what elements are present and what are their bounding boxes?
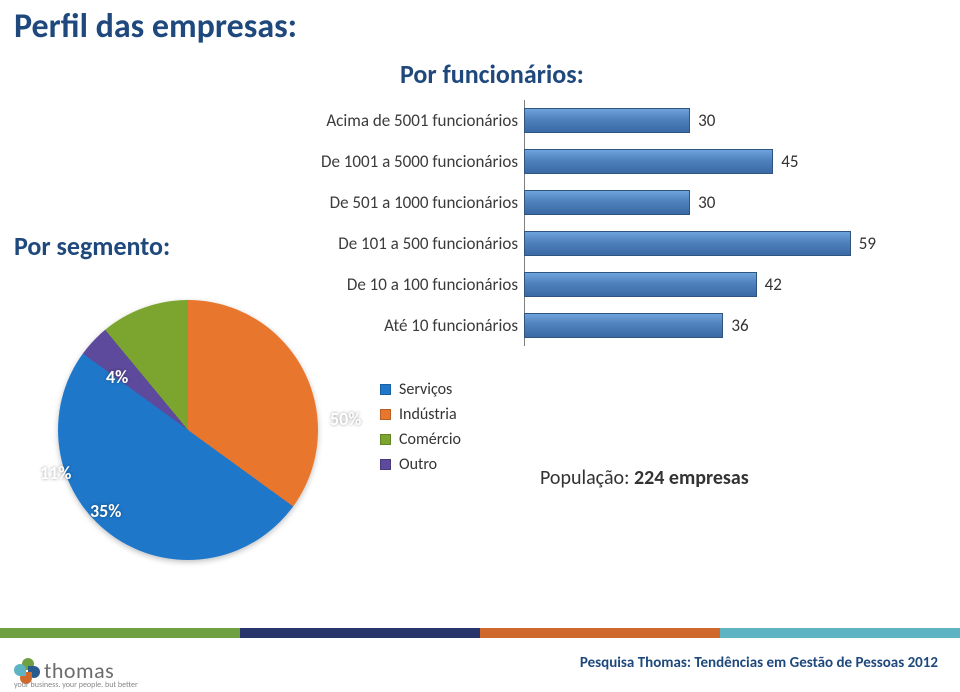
bar-row: De 1001 a 5000 funcionários 45: [292, 141, 892, 182]
bar-fill: [524, 313, 723, 338]
bar-track: 30: [524, 190, 884, 215]
subtitle-segmento: Por segmento:: [14, 230, 170, 262]
pie-label-11: 11%: [40, 462, 71, 484]
legend-row: Indústria: [380, 405, 461, 424]
bar-value: 42: [765, 274, 782, 295]
stripe-segment: [720, 628, 960, 638]
stripe-segment: [0, 628, 240, 638]
bar-value: 45: [781, 151, 798, 172]
bar-value: 30: [698, 192, 715, 213]
legend-swatch: [380, 409, 391, 420]
legend-row: Comércio: [380, 430, 461, 449]
logo-tagline: your business. your people. but better: [14, 680, 138, 690]
bar-value: 59: [859, 233, 876, 254]
bar-value: 36: [731, 315, 748, 336]
bar-row: Até 10 funcionários 36: [292, 305, 892, 346]
subtitle-funcionarios: Por funcionários:: [400, 58, 584, 90]
population-value: 224 empresas: [634, 466, 749, 490]
bar-row: De 10 a 100 funcionários 42: [292, 264, 892, 305]
footer-text: Pesquisa Thomas: Tendências em Gestão de…: [580, 654, 938, 672]
bar-fill: [524, 108, 690, 133]
bar-label: De 101 a 500 funcionários: [292, 233, 524, 254]
stripe-segment: [240, 628, 480, 638]
legend-label: Outro: [399, 455, 437, 474]
stripe-segment: [480, 628, 720, 638]
bar-chart: Acima de 5001 funcionários 30 De 1001 a 50…: [292, 100, 892, 346]
population-text: População: 224 empresas: [540, 466, 749, 490]
bar-label: De 1001 a 5000 funcionários: [292, 151, 524, 172]
legend-label: Comércio: [399, 430, 461, 449]
bar-label: Acima de 5001 funcionários: [292, 110, 524, 131]
bar-row: Acima de 5001 funcionários 30: [292, 100, 892, 141]
legend-swatch: [380, 459, 391, 470]
bar-label: Até 10 funcionários: [292, 315, 524, 336]
population-label: População:: [540, 466, 634, 490]
legend-label: Indústria: [399, 405, 457, 424]
bar-fill: [524, 190, 690, 215]
bar-value: 30: [698, 110, 715, 131]
pie-label-4: 4%: [106, 366, 128, 388]
logo-petal: [14, 664, 26, 676]
bar-track: 36: [524, 313, 884, 338]
bar-row: De 101 a 500 funcionários 59: [292, 223, 892, 264]
bar-axis: [524, 100, 525, 346]
bar-label: De 501 a 1000 funcionários: [292, 192, 524, 213]
bar-fill: [524, 272, 757, 297]
bar-track: 42: [524, 272, 884, 297]
bar-row: De 501 a 1000 funcionários 30: [292, 182, 892, 223]
page-title: Perfil das empresas:: [14, 6, 297, 47]
legend-row: Outro: [380, 455, 461, 474]
legend-row: Serviços: [380, 380, 461, 399]
pie-legend: Serviços Indústria Comércio Outro: [380, 380, 461, 480]
bar-track: 45: [524, 149, 884, 174]
legend-swatch: [380, 384, 391, 395]
bar-label: De 10 a 100 funcionários: [292, 274, 524, 295]
pie-label-35: 35%: [90, 500, 121, 522]
legend-label: Serviços: [399, 380, 452, 399]
bar-fill: [524, 231, 851, 256]
bar-fill: [524, 149, 773, 174]
footer-stripe: [0, 628, 960, 638]
bar-track: 59: [524, 231, 884, 256]
bar-track: 30: [524, 108, 884, 133]
legend-swatch: [380, 434, 391, 445]
pie-label-50: 50%: [330, 408, 361, 430]
